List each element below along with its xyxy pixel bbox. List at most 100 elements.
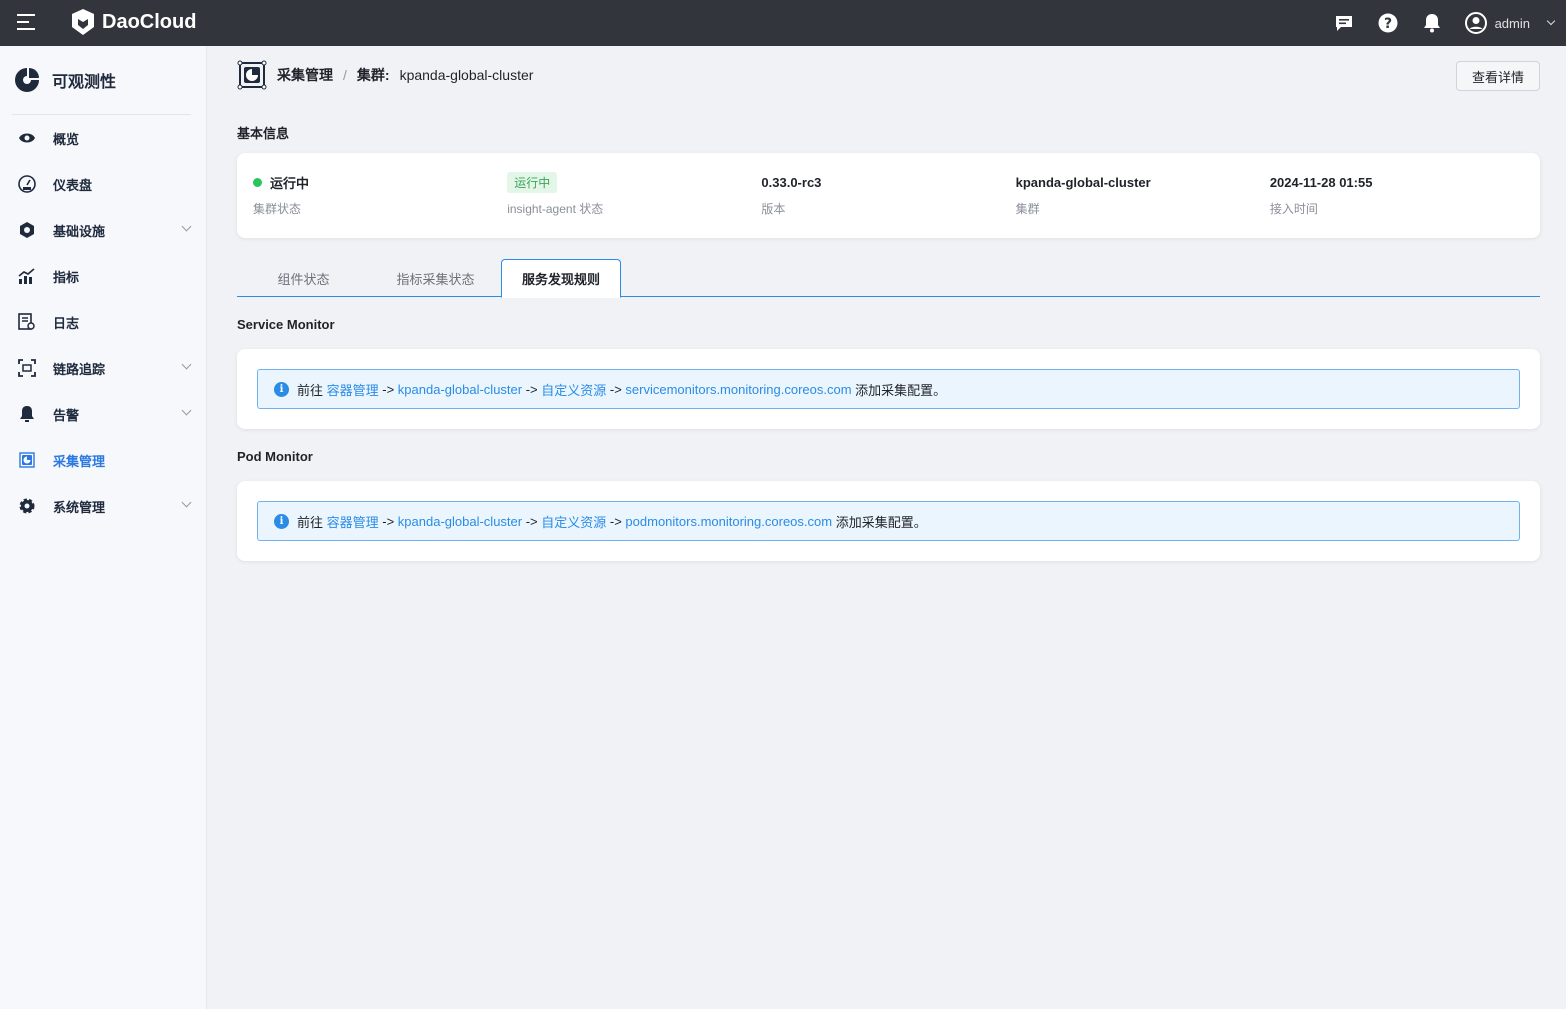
sidebar-header: 可观测性 xyxy=(0,46,194,114)
tab-bar: 组件状态 指标采集状态 服务发现规则 xyxy=(237,259,1540,298)
chevron-down-icon xyxy=(1546,16,1556,26)
alert-link[interactable]: 容器管理 xyxy=(326,382,379,398)
chevron-down-icon xyxy=(181,359,192,370)
observability-logo-icon xyxy=(15,68,39,92)
tab-component-status[interactable]: 组件状态 xyxy=(277,271,330,287)
alert-text: 添加采集配置。 xyxy=(851,382,947,398)
username: admin xyxy=(1494,15,1530,31)
basic-info-title: 基本信息 xyxy=(237,126,290,141)
topbar: DaoCloud ? admin xyxy=(0,0,1566,46)
alert-text: -> xyxy=(522,381,542,397)
alert-link[interactable]: kpanda-global-cluster xyxy=(397,513,523,529)
info-version: 0.33.0-rc3 版本 xyxy=(761,173,1015,218)
alert-link[interactable]: kpanda-global-cluster xyxy=(397,381,523,397)
alert-text: -> xyxy=(378,381,398,397)
sidebar-item-label: 仪表盘 xyxy=(53,177,93,193)
alert-link[interactable]: 容器管理 xyxy=(326,514,379,530)
logo[interactable]: DaoCloud xyxy=(70,8,196,36)
collect-icon xyxy=(237,60,267,90)
info-value: 2024-11-28 01:55 xyxy=(1269,174,1373,190)
sidebar-item-system-management[interactable]: 系统管理 xyxy=(0,483,206,529)
breadcrumb-parent[interactable]: 采集管理 xyxy=(277,67,333,83)
info-join-time: 2024-11-28 01:55 接入时间 xyxy=(1270,173,1524,218)
alert-link[interactable]: 自定义资源 xyxy=(541,514,607,530)
sidebar-item-label: 基础设施 xyxy=(53,223,106,239)
alert-text: -> xyxy=(378,513,398,529)
sidebar-item-label: 采集管理 xyxy=(53,453,106,469)
breadcrumb-cluster: kpanda-global-cluster xyxy=(399,67,534,83)
hexagon-icon xyxy=(18,221,36,239)
sidebar-item-label: 指标 xyxy=(53,269,80,285)
alert-text: 添加采集配置。 xyxy=(832,514,927,530)
breadcrumb-label: 集群: xyxy=(356,67,390,83)
info-icon: i xyxy=(274,513,289,529)
sidebar-item-label: 链路追踪 xyxy=(53,361,106,377)
status-badge: 运行中 xyxy=(507,171,558,193)
alert-text: 前往 xyxy=(297,382,327,398)
divider xyxy=(12,114,191,115)
sidebar: 可观测性 概览仪表盘基础设施指标日志链路追踪告警采集管理系统管理 xyxy=(0,46,207,1009)
sidebar-item-label: 概览 xyxy=(53,131,80,147)
svg-text:?: ? xyxy=(1384,16,1392,32)
info-cluster-name: kpanda-global-cluster 集群 xyxy=(1016,173,1270,218)
alert-link[interactable]: podmonitors.monitoring.coreos.com xyxy=(625,513,833,529)
sidebar-item-infrastructure[interactable]: 基础设施 xyxy=(0,207,206,253)
status-dot xyxy=(253,177,262,187)
brand-name: DaoCloud xyxy=(102,10,197,33)
section-title: Service Monitor xyxy=(237,317,335,332)
alert-text: 前往 xyxy=(297,514,327,530)
info-label: 版本 xyxy=(761,202,786,216)
gauge-icon xyxy=(18,175,36,193)
sidebar-item-logs[interactable]: 日志 xyxy=(0,299,206,345)
info-value: 运行中 xyxy=(270,175,310,191)
sidebar-item-metrics[interactable]: 指标 xyxy=(0,253,206,299)
info-label: insight-agent 状态 xyxy=(507,202,604,216)
view-details-button[interactable]: 查看详情 xyxy=(1456,61,1540,91)
info-agent-status: 运行中 insight-agent 状态 xyxy=(507,171,761,218)
chevron-down-icon xyxy=(181,405,192,416)
info-cluster-status: 运行中集群状态 xyxy=(253,173,507,218)
gear-icon xyxy=(18,497,36,515)
user-menu[interactable]: admin xyxy=(1464,12,1556,34)
log-search-icon xyxy=(18,313,36,331)
info-value: 0.33.0-rc3 xyxy=(761,174,822,190)
sidebar-item-label: 系统管理 xyxy=(53,499,106,515)
daocloud-logo-icon xyxy=(72,9,94,35)
collect-icon xyxy=(18,451,36,469)
chart-icon xyxy=(18,267,36,285)
sidebar-item-alerts[interactable]: 告警 xyxy=(0,391,206,437)
sidebar-item-label: 告警 xyxy=(53,407,80,423)
pod-monitor-card: i 前往 容器管理 -> kpanda-global-cluster -> 自定义… xyxy=(237,481,1540,561)
sidebar-item-tracing[interactable]: 链路追踪 xyxy=(0,345,206,391)
menu-icon[interactable] xyxy=(17,14,35,35)
info-alert: i 前往 容器管理 -> kpanda-global-cluster -> 自定义… xyxy=(257,369,1520,409)
info-alert: i 前往 容器管理 -> kpanda-global-cluster -> 自定义… xyxy=(257,501,1520,541)
chevron-down-icon xyxy=(181,497,192,508)
alert-link[interactable]: servicemonitors.monitoring.coreos.com xyxy=(625,381,852,397)
info-label: 集群 xyxy=(1015,202,1040,216)
eye-icon xyxy=(18,129,36,147)
alert-text: -> xyxy=(606,513,626,529)
bell-icon[interactable] xyxy=(1421,12,1443,34)
sidebar-title: 可观测性 xyxy=(52,74,117,91)
tab-metrics-collection-status[interactable]: 指标采集状态 xyxy=(396,271,475,287)
help-icon[interactable]: ? xyxy=(1377,12,1399,34)
breadcrumb-separator: / xyxy=(343,67,347,83)
alert-text: -> xyxy=(522,513,542,529)
service-monitor-card: i 前往 容器管理 -> kpanda-global-cluster -> 自定义… xyxy=(237,349,1540,429)
sidebar-item-label: 日志 xyxy=(53,315,80,331)
message-icon[interactable] xyxy=(1333,12,1355,34)
bell-icon xyxy=(18,405,36,423)
info-label: 集群状态 xyxy=(253,202,302,216)
sidebar-item-dashboard[interactable]: 仪表盘 xyxy=(0,161,206,207)
alert-link[interactable]: 自定义资源 xyxy=(541,382,607,398)
tab-service-discovery-rules[interactable]: 服务发现规则 xyxy=(501,259,621,298)
breadcrumb: 采集管理 / 集群: kpanda-global-cluster xyxy=(237,60,533,90)
alert-text: -> xyxy=(606,381,626,397)
trace-icon xyxy=(18,359,36,377)
basic-info-card: 运行中 集群状态 运行中 insight-agent 状态 0.33.0-rc3 版本 kp… xyxy=(237,153,1540,238)
sidebar-item-overview[interactable]: 概览 xyxy=(0,115,206,161)
sidebar-item-collection-management[interactable]: 采集管理 xyxy=(0,437,206,483)
info-value: kpanda-global-cluster xyxy=(1015,174,1151,190)
info-label: 接入时间 xyxy=(1269,202,1318,216)
